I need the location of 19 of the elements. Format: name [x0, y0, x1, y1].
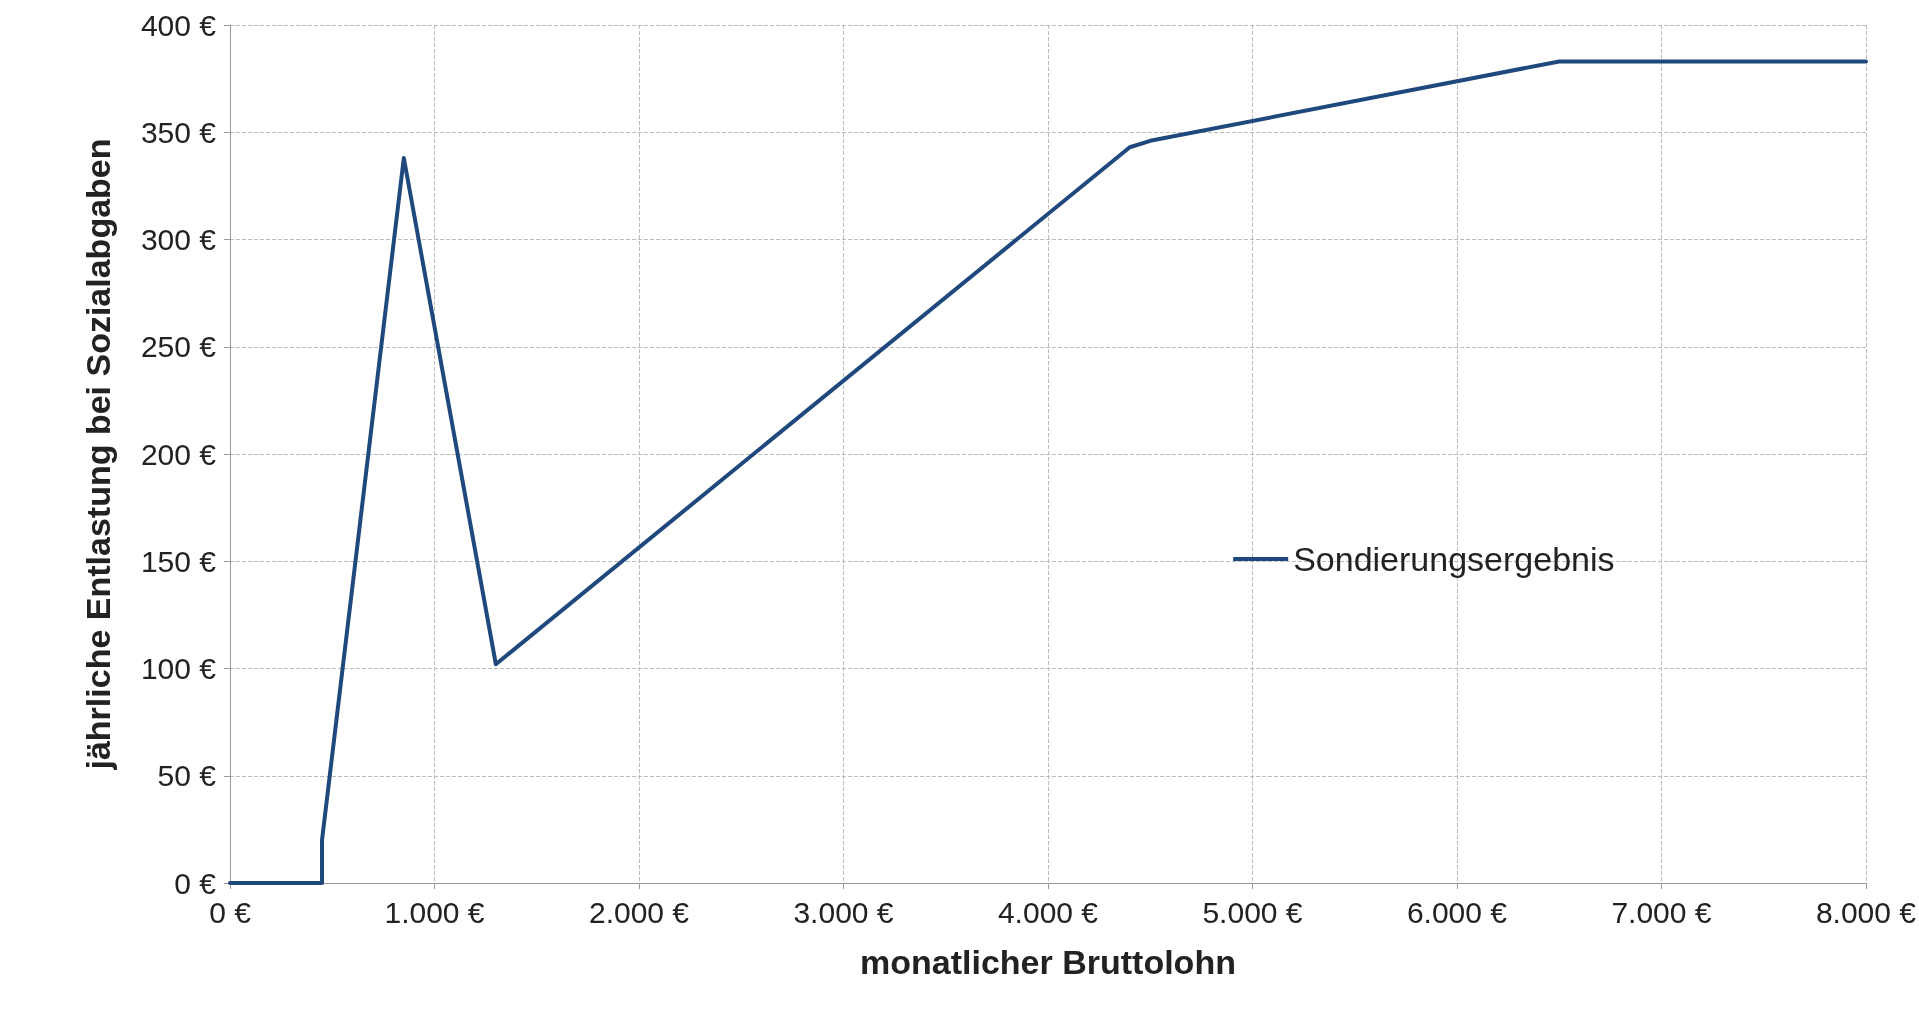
- y-tick-label: 50 €: [157, 759, 217, 793]
- x-tick-label: 7.000 €: [1611, 895, 1712, 929]
- x-axis-title: monatlicher Bruttolohn: [860, 943, 1236, 981]
- x-tick-label: 3.000 €: [793, 895, 894, 929]
- y-tick-label: 250 €: [140, 330, 217, 364]
- x-tick-label: 2.000 €: [588, 895, 690, 929]
- y-tick-label: 350 €: [140, 115, 217, 149]
- x-tick-label: 1.000 €: [384, 895, 485, 929]
- y-tick-label: 400 €: [140, 8, 217, 42]
- y-tick-label: 150 €: [140, 544, 217, 578]
- x-tick-label: 6.000 €: [1406, 895, 1508, 929]
- y-tick-label: 100 €: [140, 652, 217, 685]
- y-tick-label: 300 €: [140, 223, 217, 256]
- x-tick-label: 8.000 €: [1815, 895, 1917, 929]
- x-tick-label: 4.000 €: [997, 895, 1099, 929]
- y-axis-title: jährliche Entlastung bei Sozialabgaben: [79, 138, 117, 771]
- x-tick-label: 5.000 €: [1202, 895, 1303, 929]
- y-tick-label: 200 €: [140, 437, 217, 471]
- legend-label: Sondierungsergebnis: [1293, 539, 1615, 578]
